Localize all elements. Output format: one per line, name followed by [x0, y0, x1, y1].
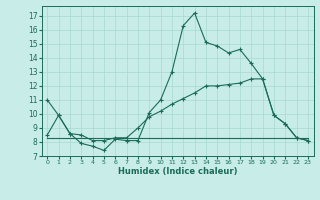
X-axis label: Humidex (Indice chaleur): Humidex (Indice chaleur): [118, 167, 237, 176]
